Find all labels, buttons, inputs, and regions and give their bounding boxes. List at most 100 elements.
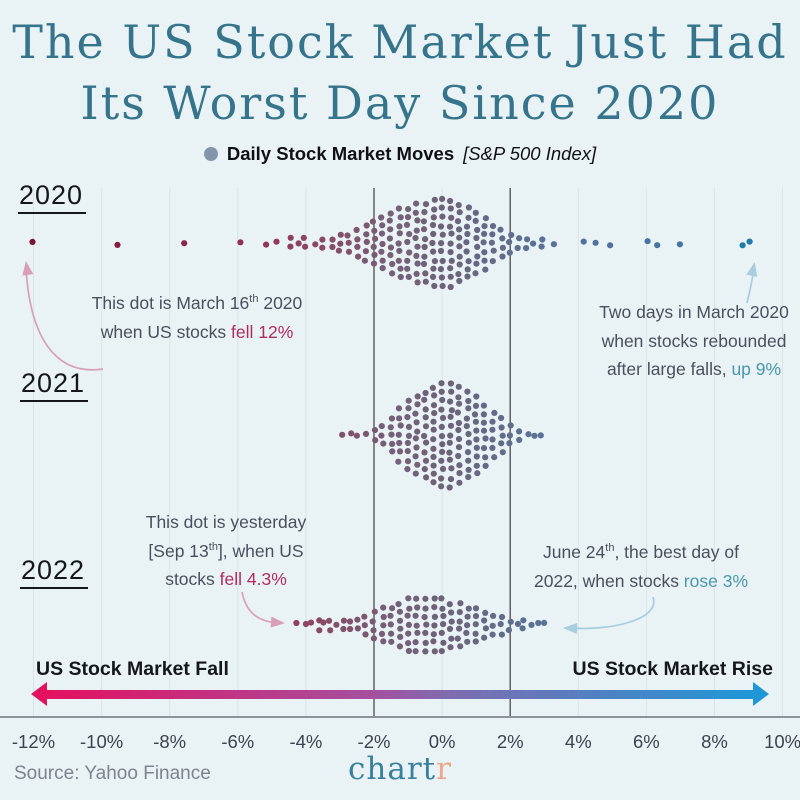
data-dot <box>404 414 411 421</box>
x-axis-line <box>0 716 800 718</box>
data-dot <box>463 223 471 230</box>
data-dot <box>389 270 396 277</box>
data-dot <box>437 247 445 255</box>
data-dot <box>491 454 498 461</box>
tick-label: -2% <box>357 731 391 752</box>
data-dot <box>414 217 421 224</box>
data-dot <box>273 238 280 245</box>
data-dot <box>404 439 411 447</box>
data-dot <box>405 630 412 637</box>
data-dot <box>480 427 488 434</box>
data-dot <box>438 240 445 247</box>
data-dot <box>362 430 370 437</box>
data-dot <box>429 221 437 229</box>
data-dot <box>369 218 376 225</box>
data-dot <box>430 631 437 638</box>
data-dot <box>472 621 479 628</box>
data-dot <box>456 625 463 632</box>
data-dot <box>363 238 370 245</box>
data-dot <box>480 445 488 452</box>
data-dot <box>395 405 402 412</box>
data-dot <box>431 622 438 629</box>
data-dot <box>389 440 396 447</box>
data-dot <box>463 248 470 255</box>
data-dot <box>387 424 394 431</box>
data-dot <box>456 470 463 477</box>
data-dot <box>363 222 370 229</box>
data-dot <box>472 217 479 224</box>
data-dot <box>412 435 419 442</box>
data-dot <box>456 479 463 486</box>
data-dot <box>455 435 463 443</box>
data-dot <box>412 470 419 477</box>
data-dot <box>746 238 753 245</box>
data-dot <box>423 621 430 628</box>
data-dot <box>481 249 488 256</box>
data-dot <box>379 240 386 248</box>
data-dot <box>455 394 462 401</box>
data-dot <box>448 230 455 237</box>
data-dot <box>422 648 429 655</box>
data-dot <box>388 630 395 637</box>
data-dot <box>361 613 368 620</box>
data-dot <box>473 234 480 242</box>
gradient-arrow-shaft <box>46 690 754 699</box>
tick-label: 0% <box>428 731 456 752</box>
data-dot <box>405 397 412 404</box>
data-dot <box>405 423 413 430</box>
data-dot <box>319 236 326 243</box>
data-dot <box>369 618 376 625</box>
data-dot <box>339 431 346 438</box>
data-dot <box>316 627 323 634</box>
data-dot <box>455 271 462 278</box>
data-dot <box>489 444 496 451</box>
data-dot <box>448 635 455 642</box>
data-dot <box>489 231 496 238</box>
data-dot <box>472 605 480 612</box>
data-dot <box>430 402 438 409</box>
data-dot <box>463 629 470 637</box>
data-dot <box>422 389 429 397</box>
data-dot <box>439 396 446 404</box>
data-dot <box>422 278 429 285</box>
data-dot <box>482 454 489 461</box>
data-dot <box>454 218 462 225</box>
data-dot <box>497 621 504 628</box>
data-dot <box>505 627 512 634</box>
data-dot <box>370 243 377 250</box>
data-dot <box>431 196 438 203</box>
data-dot <box>412 209 419 216</box>
data-dot <box>528 621 535 629</box>
data-dot <box>438 457 445 464</box>
data-dot <box>523 245 530 252</box>
data-dot <box>480 239 487 246</box>
data-dot <box>447 249 454 256</box>
data-dot <box>430 436 437 443</box>
data-dot <box>361 622 368 629</box>
data-dot <box>739 242 746 249</box>
right-arrowhead-icon <box>753 682 769 706</box>
data-dot <box>465 397 472 405</box>
data-dot <box>371 608 378 615</box>
data-dot <box>413 227 420 234</box>
data-dot <box>431 648 438 655</box>
data-dot <box>456 261 463 268</box>
data-dot <box>491 409 498 416</box>
data-dot <box>403 221 411 228</box>
data-dot <box>387 621 394 628</box>
data-dot <box>389 448 396 455</box>
data-dot <box>514 244 521 252</box>
data-dot <box>465 439 472 446</box>
data-dot <box>592 239 599 246</box>
data-dot <box>348 430 355 437</box>
data-dot <box>431 604 438 611</box>
data-dot <box>454 635 461 642</box>
rise-axis-label: US Stock Market Rise <box>572 658 774 680</box>
data-dot <box>438 388 445 395</box>
data-dot <box>388 431 395 438</box>
data-dot <box>439 448 446 455</box>
data-dot <box>506 249 513 256</box>
data-dot <box>438 406 445 413</box>
data-dot <box>530 240 537 247</box>
data-dot <box>507 422 514 429</box>
